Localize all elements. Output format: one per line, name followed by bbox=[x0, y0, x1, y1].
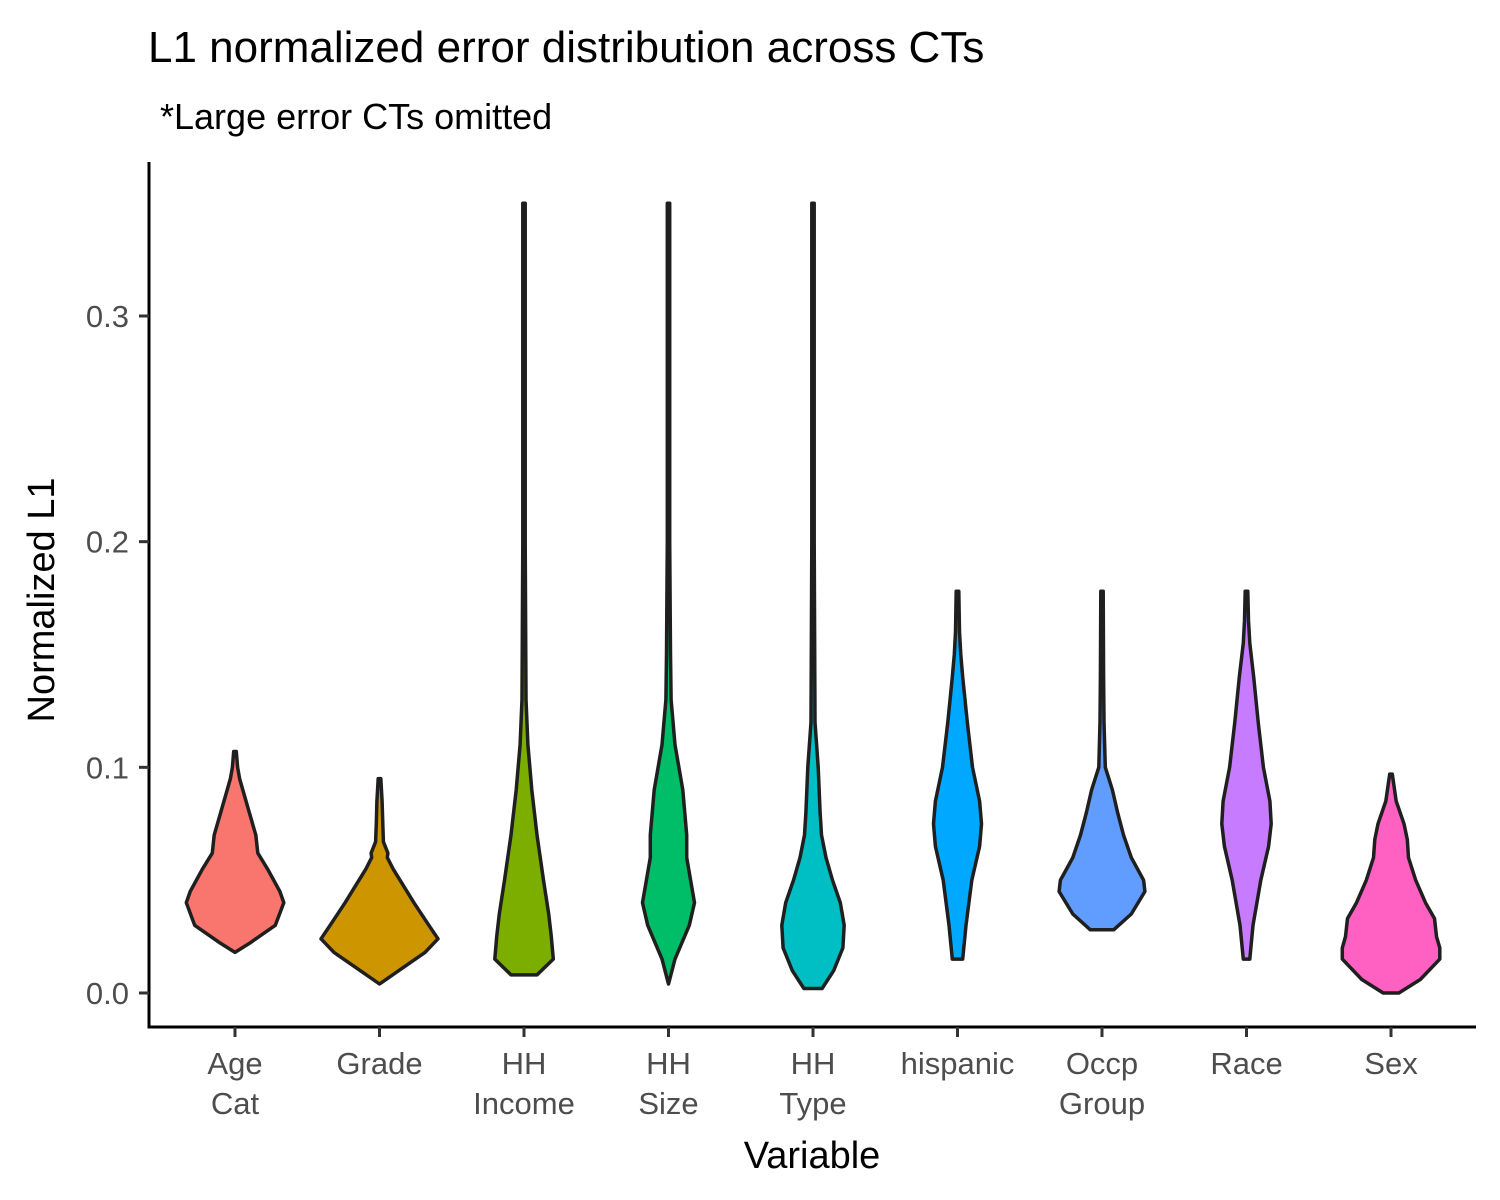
x-tick-label: Grade bbox=[336, 1046, 422, 1081]
x-tick-label: Occp Group bbox=[1059, 1046, 1145, 1121]
x-tick-label: Race bbox=[1210, 1046, 1282, 1081]
violin-hispanic bbox=[931, 589, 984, 961]
y-axis-ticks: 0.0 0.1 0.2 0.3 bbox=[86, 299, 149, 1011]
violin-age-cat bbox=[184, 749, 286, 955]
y-tick-label: 0.2 bbox=[86, 525, 129, 560]
violin-layer bbox=[184, 201, 1442, 995]
x-tick-label: HH Size bbox=[638, 1046, 698, 1121]
y-tick-label: 0.0 bbox=[86, 976, 129, 1011]
x-tick-label: HH Income bbox=[473, 1046, 575, 1121]
x-axis-ticks: Age Cat Grade HH Income HH Size HH Type hispanic O… bbox=[207, 1027, 1418, 1121]
y-tick-label: 0.3 bbox=[86, 299, 129, 334]
violin-race bbox=[1220, 589, 1273, 961]
x-tick-label: HH Type bbox=[779, 1046, 846, 1121]
x-axis-title: Variable bbox=[744, 1135, 881, 1177]
violin-grade bbox=[319, 776, 440, 986]
violin-occp-group bbox=[1057, 589, 1147, 932]
violin-hh-type bbox=[780, 201, 846, 991]
violin-hh-income bbox=[493, 201, 556, 977]
y-tick-label: 0.1 bbox=[86, 750, 129, 785]
violin-sex bbox=[1340, 772, 1442, 995]
violin-hh-size bbox=[640, 201, 697, 986]
chart-subtitle: *Large error CTs omitted bbox=[160, 96, 552, 137]
y-axis-title: Normalized L1 bbox=[21, 478, 63, 723]
x-tick-label: Sex bbox=[1364, 1046, 1418, 1081]
x-tick-label: Age Cat bbox=[207, 1046, 262, 1121]
chart-title: L1 normalized error distribution across … bbox=[148, 23, 984, 72]
x-tick-label: hispanic bbox=[901, 1046, 1015, 1081]
